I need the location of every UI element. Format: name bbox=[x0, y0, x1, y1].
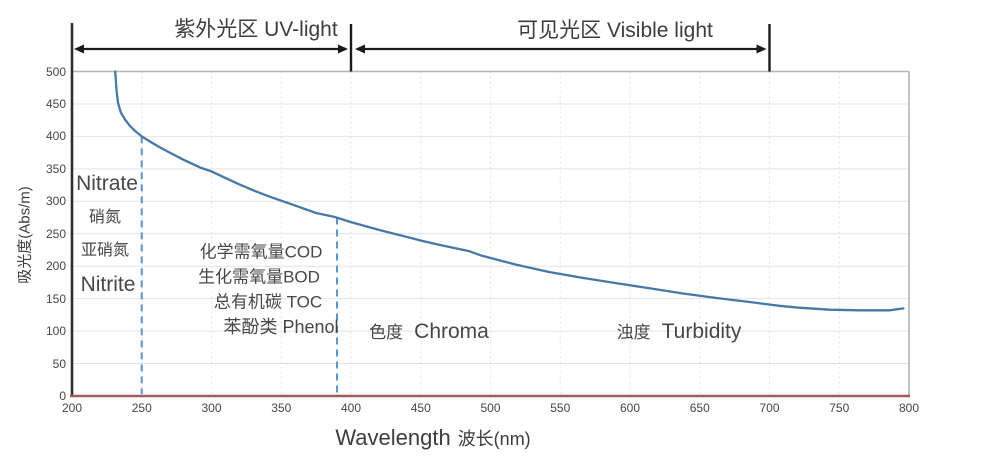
annotation-phenol: 苯酚类 Phenol bbox=[223, 317, 339, 337]
y-tick-label: 100 bbox=[45, 324, 66, 339]
y-tick-label: 350 bbox=[45, 161, 66, 176]
annotation-bod: 生化需氧量BOD bbox=[198, 267, 320, 287]
annotation-cod: 化学需氧量COD bbox=[199, 242, 323, 262]
x-tick-label: 600 bbox=[619, 401, 641, 415]
x-tick-label: 200 bbox=[61, 401, 83, 415]
x-tick-label: 250 bbox=[131, 401, 152, 415]
y-tick-label: 300 bbox=[45, 194, 66, 209]
annotation-turbidity-en: Turbidity bbox=[661, 320, 742, 343]
x-tick-label: 550 bbox=[550, 401, 571, 415]
uv-arrowhead-right bbox=[338, 44, 348, 54]
annotation-turbidity: 浊度 Turbidity bbox=[617, 318, 742, 344]
y-tick-label: 150 bbox=[45, 291, 66, 306]
x-axis-title: Wavelength 波长(nm) bbox=[335, 425, 530, 451]
annotation-nitrate-en: Nitrate bbox=[76, 172, 138, 195]
y-tick-label: 250 bbox=[45, 226, 66, 241]
x-tick-label: 650 bbox=[689, 401, 710, 415]
y-tick-label: 50 bbox=[52, 356, 66, 371]
visible-arrowhead-left bbox=[355, 44, 365, 54]
x-tick-label: 700 bbox=[759, 401, 780, 415]
y-tick-label: 500 bbox=[45, 64, 66, 79]
x-axis-title-zh: 波长(nm) bbox=[457, 429, 531, 449]
y-tick-label: 0 bbox=[59, 389, 66, 403]
x-tick-label: 500 bbox=[480, 401, 501, 415]
annotation-toc: 总有机碳 TOC bbox=[213, 292, 323, 312]
annotation-chroma-en: Chroma bbox=[414, 320, 489, 343]
annotation-nitrite-zh: 亚硝氮 bbox=[80, 242, 130, 259]
visible-region-label: 可见光区 Visible light bbox=[517, 19, 713, 42]
annotation-chroma-zh: 色度 bbox=[369, 323, 404, 342]
annotation-nitrate-zh: 硝氮 bbox=[88, 209, 122, 226]
visible-arrowhead-right bbox=[756, 44, 767, 54]
x-tick-label: 450 bbox=[410, 401, 431, 415]
absorbance-curve bbox=[114, 70, 905, 312]
x-tick-label: 300 bbox=[201, 401, 222, 415]
y-axis-title: 吸光度(Abs/m) bbox=[16, 186, 34, 284]
y-tick-label: 400 bbox=[45, 129, 66, 144]
annotation-chroma: 色度 Chroma bbox=[369, 318, 489, 344]
x-tick-label: 750 bbox=[829, 401, 850, 415]
x-axis-title-en: Wavelength bbox=[335, 425, 451, 450]
x-tick-label: 400 bbox=[340, 401, 362, 415]
annotation-nitrite-en: Nitrite bbox=[80, 273, 136, 296]
y-tick-label: 450 bbox=[45, 96, 66, 111]
x-tick-label: 350 bbox=[271, 401, 292, 415]
uv-region-label: 紫外光区 UV-light bbox=[174, 18, 338, 41]
uv-arrowhead-left bbox=[74, 44, 84, 54]
annotation-turbidity-zh: 浊度 bbox=[616, 323, 651, 342]
x-tick-label: 800 bbox=[898, 401, 920, 415]
y-tick-label: 200 bbox=[45, 259, 66, 274]
